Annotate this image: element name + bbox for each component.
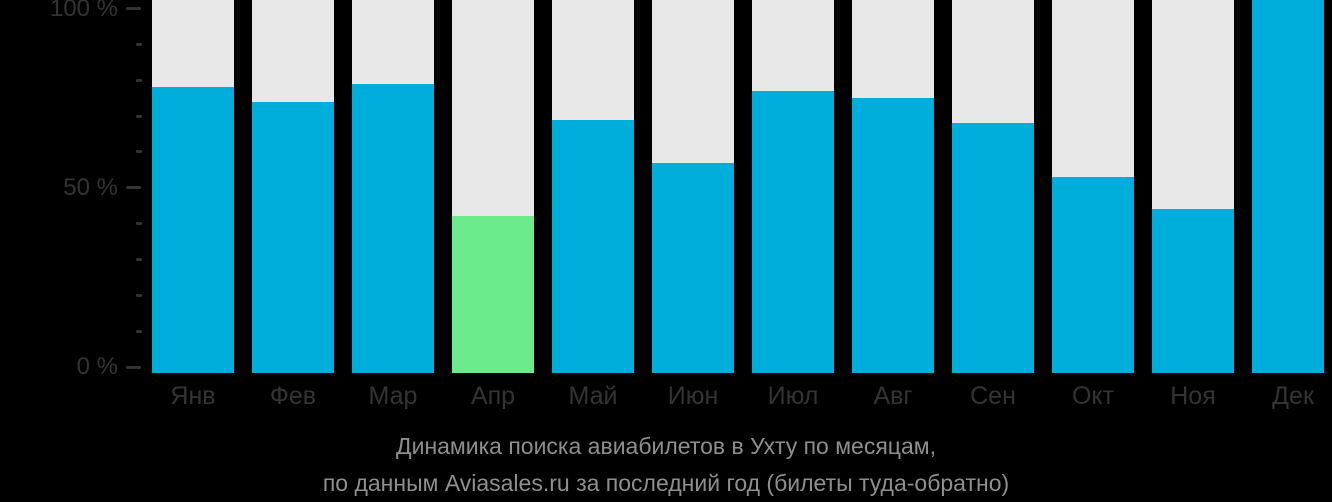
y-minor-tick-60: [136, 150, 142, 154]
y-minor-tick-80: [136, 78, 142, 82]
bar-12: [1252, 0, 1324, 373]
y-tick-label-0: 0 %: [76, 353, 118, 380]
bar-4: [452, 0, 534, 373]
y-minor-tick-40: [136, 222, 142, 226]
y-tick-label-100: 100 %: [49, 0, 118, 22]
y-major-tick-100: [126, 7, 141, 10]
bar-10: [1052, 0, 1134, 373]
bar-fill-3: [352, 84, 434, 373]
bar-fill-11: [1152, 209, 1234, 373]
y-minor-tick-10: [136, 329, 142, 333]
bar-3: [352, 0, 434, 373]
y-minor-tick-30: [136, 257, 142, 261]
bar-2: [252, 0, 334, 373]
x-label-4: Апр: [470, 382, 516, 410]
chart-caption: Динамика поиска авиабилетов в Ухту по ме…: [0, 428, 1332, 502]
y-tick-label-50: 50 %: [63, 173, 118, 201]
plot-area: [152, 0, 1324, 373]
bar-7: [752, 0, 834, 373]
x-label-9: Сен: [970, 382, 1016, 410]
x-label-5: Май: [568, 382, 618, 410]
x-label-3: Мар: [368, 382, 418, 410]
bar-fill-8: [852, 98, 934, 373]
bar-fill-6: [652, 163, 734, 373]
x-label-2: Фев: [269, 382, 317, 410]
bar-8: [852, 0, 934, 373]
bar-fill-12: [1252, 0, 1324, 373]
bar-fill-9: [952, 123, 1034, 373]
bar-fill-4: [452, 216, 534, 373]
bar-fill-10: [1052, 177, 1134, 373]
x-label-12: Дек: [1272, 382, 1314, 410]
bar-5: [552, 0, 634, 373]
bar-fill-2: [252, 102, 334, 373]
bar-fill-5: [552, 120, 634, 373]
x-label-8: Авг: [873, 382, 913, 410]
x-label-10: Окт: [1071, 382, 1115, 410]
bar-fill-1: [152, 87, 234, 373]
caption-subtitle: по данным Aviasales.ru за последний год …: [322, 470, 1010, 496]
x-label-1: Янв: [170, 382, 216, 410]
bar-11: [1152, 0, 1234, 373]
y-major-tick-50: [126, 186, 141, 190]
bar-6: [652, 0, 734, 373]
x-label-6: Июн: [667, 382, 719, 410]
caption-title: Динамика поиска авиабилетов в Ухту по ме…: [396, 433, 936, 459]
bar-9: [952, 0, 1034, 373]
bar-fill-7: [752, 91, 834, 373]
bar-1: [152, 0, 234, 373]
y-major-tick-0: [126, 365, 141, 369]
x-label-7: Июл: [767, 382, 819, 410]
y-minor-tick-20: [136, 293, 142, 297]
y-minor-tick-70: [136, 114, 142, 118]
y-minor-tick-90: [136, 42, 142, 46]
x-label-11: Ноя: [1170, 382, 1216, 410]
